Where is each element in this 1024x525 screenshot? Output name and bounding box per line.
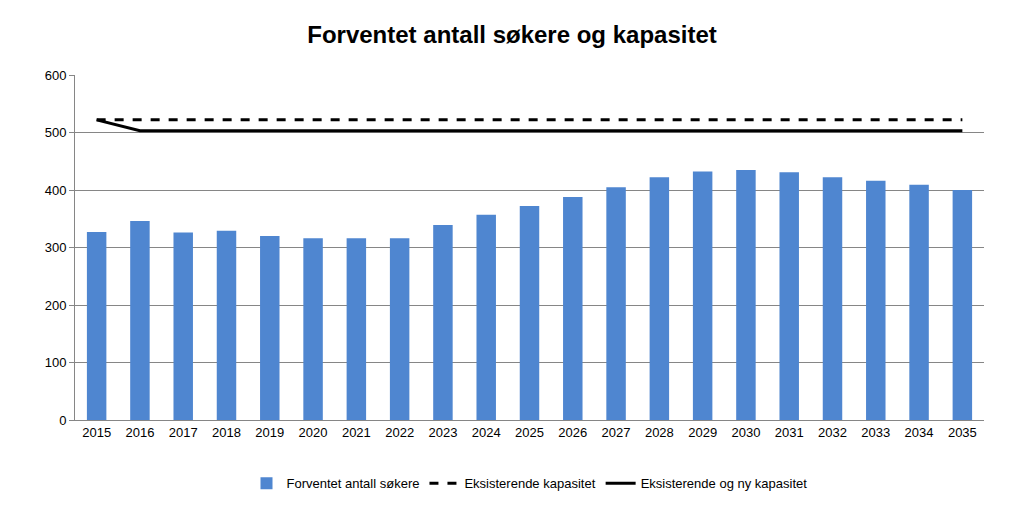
svg-text:200: 200 (45, 298, 67, 313)
svg-text:2033: 2033 (861, 425, 890, 440)
svg-text:Eksisterende kapasitet: Eksisterende kapasitet (464, 476, 595, 491)
svg-text:2032: 2032 (818, 425, 847, 440)
svg-text:2018: 2018 (212, 425, 241, 440)
svg-text:Eksisterende og ny kapasitet: Eksisterende og ny kapasitet (641, 476, 808, 491)
svg-text:2019: 2019 (255, 425, 284, 440)
svg-text:300: 300 (45, 240, 67, 255)
svg-text:2028: 2028 (645, 425, 674, 440)
svg-text:2030: 2030 (731, 425, 760, 440)
svg-text:2015: 2015 (82, 425, 111, 440)
svg-text:2027: 2027 (602, 425, 631, 440)
svg-text:2022: 2022 (385, 425, 414, 440)
svg-text:0: 0 (59, 413, 66, 428)
svg-text:100: 100 (45, 355, 67, 370)
svg-text:2025: 2025 (515, 425, 544, 440)
svg-text:2016: 2016 (125, 425, 154, 440)
svg-text:500: 500 (45, 125, 67, 140)
svg-text:2034: 2034 (905, 425, 934, 440)
svg-text:2029: 2029 (688, 425, 717, 440)
svg-text:2026: 2026 (558, 425, 587, 440)
svg-text:2023: 2023 (428, 425, 457, 440)
svg-text:600: 600 (45, 68, 67, 83)
svg-text:2024: 2024 (472, 425, 501, 440)
svg-text:Forventet antall søkere: Forventet antall søkere (287, 476, 420, 491)
svg-text:2020: 2020 (299, 425, 328, 440)
svg-text:2021: 2021 (342, 425, 371, 440)
svg-text:400: 400 (45, 183, 67, 198)
svg-text:2035: 2035 (948, 425, 977, 440)
svg-text:2031: 2031 (775, 425, 804, 440)
svg-text:Forventet antall søkere og kap: Forventet antall søkere og kapasitet (307, 21, 716, 48)
svg-text:2017: 2017 (169, 425, 198, 440)
